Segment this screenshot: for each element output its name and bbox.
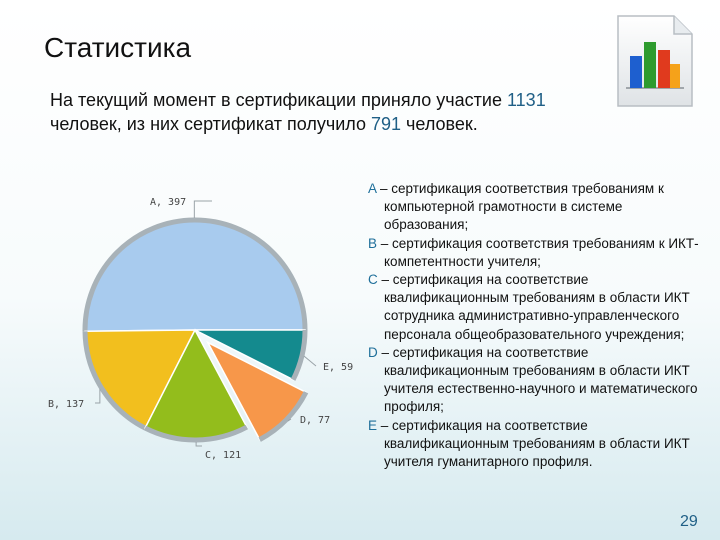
slice-e-label: E, 59 [323,362,353,373]
legend-letter: E [368,417,378,433]
intro-part1: На текущий момент в сертификации приняло… [50,90,507,110]
slice-b-leader [95,389,101,404]
slice-d-leader [287,418,292,422]
slice-d-rim [258,391,309,442]
slice-c-rim [143,424,248,443]
document-bar-chart-icon [617,15,693,107]
slice-a-leader [193,200,212,219]
slice-b-rim [82,331,147,431]
legend-entry-a: A – сертификация соответствия требования… [368,180,708,235]
slice-c-leader [195,441,202,447]
legend-text: – сертификация соответствия требованиям … [377,235,699,269]
intro-part3: человек. [401,114,478,134]
slice-a-label: A, 397 [150,197,186,208]
legend-text: – сертификация на соответствие квалифика… [377,344,698,415]
participants-count: 1131 [507,90,546,110]
legend-entry-e: E – сертификация на соответствие квалифи… [368,417,708,472]
legend-entry-d: D – сертификация на соответствие квалифи… [368,344,708,417]
certified-count: 791 [371,114,402,134]
slice-e-leader [303,355,317,367]
legend-letter: B [368,235,378,251]
legend-text: – сертификация соответствия требованиям … [376,181,664,233]
slice-a-rim [82,217,308,332]
slide-title: Статистика [44,32,192,63]
slice-e-rim [290,329,308,381]
legend-letter: A [368,181,377,196]
legend-entry-b: B – сертификация соответствия требования… [368,235,708,271]
pie-chart: A, 397 B, 137 C, 121 D, 77 E, 59 [48,197,353,461]
slice-a [84,219,306,333]
legend-letter: D [368,344,378,360]
legend: A – сертификация соответствия требования… [368,180,708,471]
page-number: 29 [680,513,698,530]
intro-text: На текущий момент в сертификации приняло… [50,88,610,136]
slice-c-label: C, 121 [205,450,241,461]
legend-text: – сертификация на соответствие квалифика… [377,417,690,470]
intro-part2: человек, из них сертификат получило [50,114,371,134]
slice-b-label: B, 137 [48,399,84,410]
legend-text: – сертификация на соответствие квалифика… [377,272,690,342]
slice-d-label: D, 77 [300,415,330,426]
legend-letter: C [368,272,378,288]
legend-entry-c: C – сертификация на соответствие квалифи… [368,271,708,344]
